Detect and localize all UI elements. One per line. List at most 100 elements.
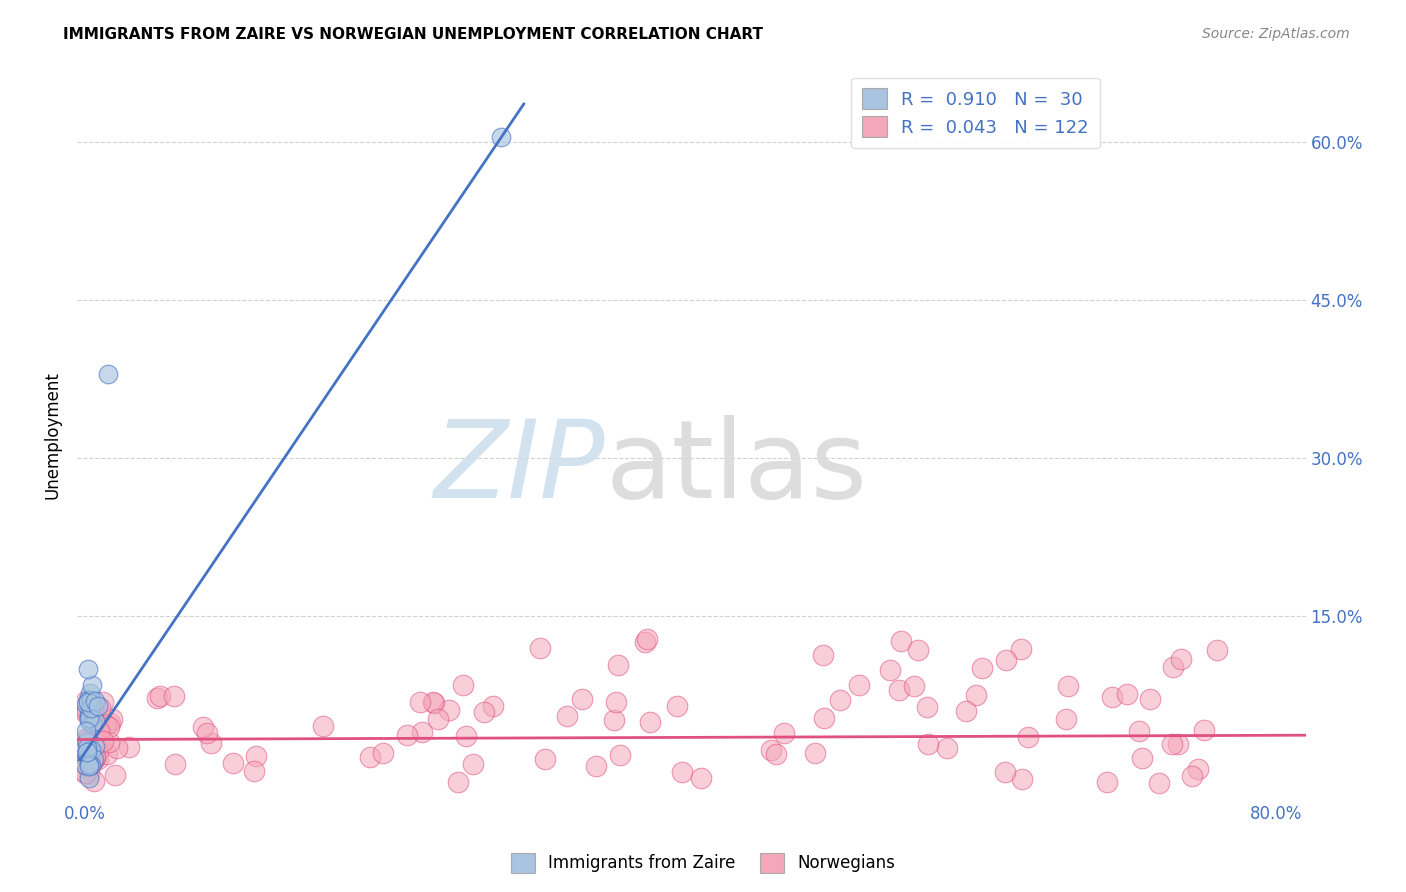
Point	[101, 712, 124, 726]
Point	[903, 679, 925, 693]
Point	[607, 658, 630, 673]
Point	[200, 736, 222, 750]
Point	[75, 702, 97, 716]
Point	[491, 130, 513, 145]
Point	[75, 732, 97, 747]
Point	[87, 698, 110, 713]
Point	[422, 695, 444, 709]
Point	[638, 714, 661, 729]
Point	[1161, 659, 1184, 673]
Point	[994, 653, 1017, 667]
Point	[82, 755, 104, 769]
Point	[97, 367, 120, 381]
Point	[1139, 692, 1161, 706]
Point	[98, 716, 121, 731]
Point	[813, 711, 835, 725]
Point	[456, 729, 478, 743]
Point	[605, 695, 627, 709]
Point	[79, 685, 101, 699]
Point	[636, 632, 658, 646]
Point	[75, 706, 97, 720]
Point	[555, 709, 578, 723]
Point	[243, 764, 266, 779]
Point	[76, 751, 98, 765]
Point	[77, 700, 100, 714]
Point	[118, 740, 141, 755]
Legend: Immigrants from Zaire, Norwegians: Immigrants from Zaire, Norwegians	[505, 847, 901, 880]
Point	[1167, 737, 1189, 751]
Point	[83, 698, 105, 713]
Point	[76, 751, 98, 765]
Text: ZIP: ZIP	[433, 415, 606, 520]
Point	[1116, 687, 1139, 701]
Point	[1017, 730, 1039, 744]
Point	[1011, 772, 1033, 786]
Point	[79, 693, 101, 707]
Point	[76, 759, 98, 773]
Point	[994, 765, 1017, 780]
Point	[77, 750, 100, 764]
Point	[634, 635, 657, 649]
Point	[665, 698, 688, 713]
Point	[75, 723, 97, 738]
Point	[765, 747, 787, 761]
Point	[80, 756, 103, 770]
Point	[463, 757, 485, 772]
Point	[1170, 652, 1192, 666]
Point	[828, 693, 851, 707]
Point	[79, 743, 101, 757]
Point	[84, 739, 107, 754]
Point	[813, 648, 835, 663]
Text: IMMIGRANTS FROM ZAIRE VS NORWEGIAN UNEMPLOYMENT CORRELATION CHART: IMMIGRANTS FROM ZAIRE VS NORWEGIAN UNEMP…	[63, 27, 763, 42]
Point	[75, 697, 97, 711]
Text: atlas: atlas	[606, 415, 868, 521]
Point	[80, 698, 103, 712]
Point	[91, 734, 114, 748]
Point	[907, 642, 929, 657]
Point	[105, 741, 128, 756]
Point	[98, 735, 121, 749]
Point	[936, 741, 959, 756]
Point	[146, 690, 169, 705]
Point	[195, 726, 218, 740]
Point	[77, 706, 100, 721]
Point	[165, 757, 187, 772]
Point	[83, 751, 105, 765]
Point	[1010, 642, 1032, 657]
Point	[80, 716, 103, 731]
Point	[79, 767, 101, 781]
Point	[77, 757, 100, 772]
Point	[245, 748, 267, 763]
Point	[585, 759, 607, 773]
Point	[804, 746, 827, 760]
Point	[482, 699, 505, 714]
Point	[75, 746, 97, 760]
Text: Source: ZipAtlas.com: Source: ZipAtlas.com	[1202, 27, 1350, 41]
Point	[602, 714, 624, 728]
Point	[609, 747, 631, 762]
Point	[848, 678, 870, 692]
Point	[149, 689, 172, 703]
Point	[89, 700, 111, 714]
Point	[91, 696, 114, 710]
Point	[423, 696, 446, 710]
Point	[79, 709, 101, 723]
Point	[163, 690, 186, 704]
Point	[77, 710, 100, 724]
Point	[80, 700, 103, 714]
Point	[689, 771, 711, 785]
Point	[83, 752, 105, 766]
Point	[1192, 723, 1215, 738]
Point	[447, 774, 470, 789]
Point	[80, 678, 103, 692]
Point	[1054, 712, 1077, 726]
Point	[82, 701, 104, 715]
Point	[87, 724, 110, 739]
Point	[1161, 737, 1184, 751]
Point	[972, 660, 994, 674]
Point	[915, 699, 938, 714]
Point	[76, 746, 98, 760]
Point	[222, 756, 245, 770]
Point	[83, 773, 105, 788]
Point	[80, 757, 103, 772]
